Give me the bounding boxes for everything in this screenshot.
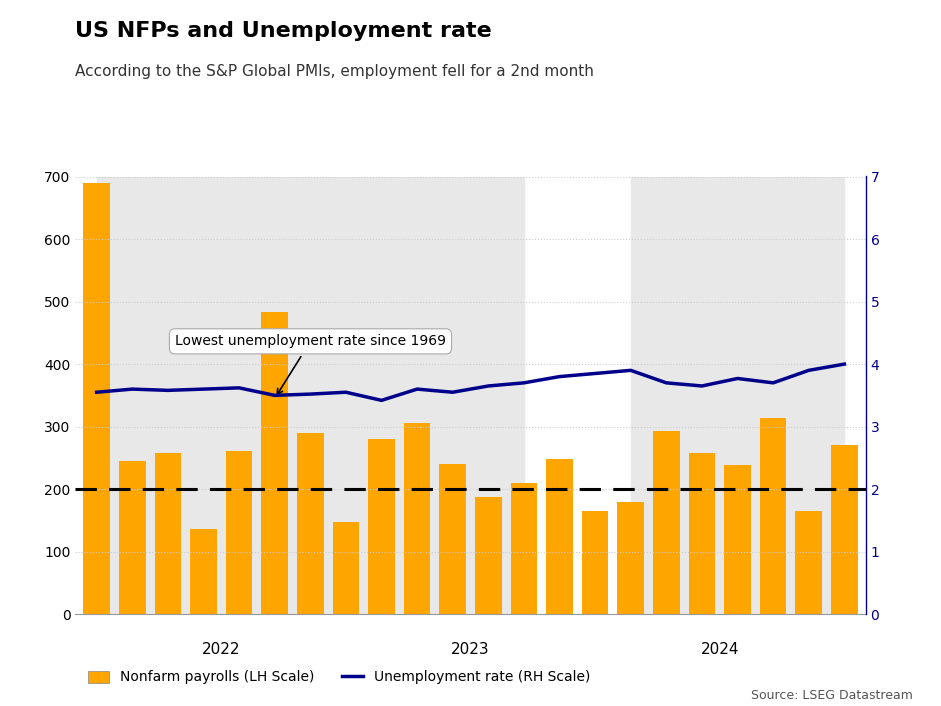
Text: 2022: 2022 (202, 642, 241, 657)
Legend: Nonfarm payrolls (LH Scale), Unemployment rate (RH Scale): Nonfarm payrolls (LH Scale), Unemploymen… (82, 665, 596, 690)
Bar (119, 461, 146, 614)
Bar (546, 459, 573, 614)
Bar (617, 502, 644, 614)
Bar (759, 419, 787, 614)
Bar (297, 433, 324, 614)
Bar (725, 465, 751, 614)
Bar (511, 483, 537, 614)
Bar (582, 511, 609, 614)
Bar (439, 464, 466, 614)
Bar (154, 453, 182, 614)
Bar (262, 311, 288, 614)
Text: Lowest unemployment rate since 1969: Lowest unemployment rate since 1969 (175, 335, 446, 395)
Bar (97, 176, 524, 614)
Text: 2024: 2024 (700, 642, 739, 657)
Bar (332, 522, 359, 614)
Bar (368, 439, 395, 614)
Bar (190, 529, 216, 614)
Text: Source: LSEG Datastream: Source: LSEG Datastream (751, 690, 913, 702)
Bar (84, 183, 110, 614)
Bar (653, 431, 679, 614)
Bar (226, 451, 252, 614)
Bar (630, 176, 844, 614)
Bar (475, 497, 502, 614)
Bar (689, 453, 715, 614)
Bar (831, 445, 857, 614)
Text: 2023: 2023 (451, 642, 490, 657)
Bar (404, 424, 430, 614)
Bar (795, 511, 822, 614)
Text: US NFPs and Unemployment rate: US NFPs and Unemployment rate (75, 21, 492, 41)
Text: According to the S&P Global PMIs, employment fell for a 2nd month: According to the S&P Global PMIs, employ… (75, 64, 594, 78)
